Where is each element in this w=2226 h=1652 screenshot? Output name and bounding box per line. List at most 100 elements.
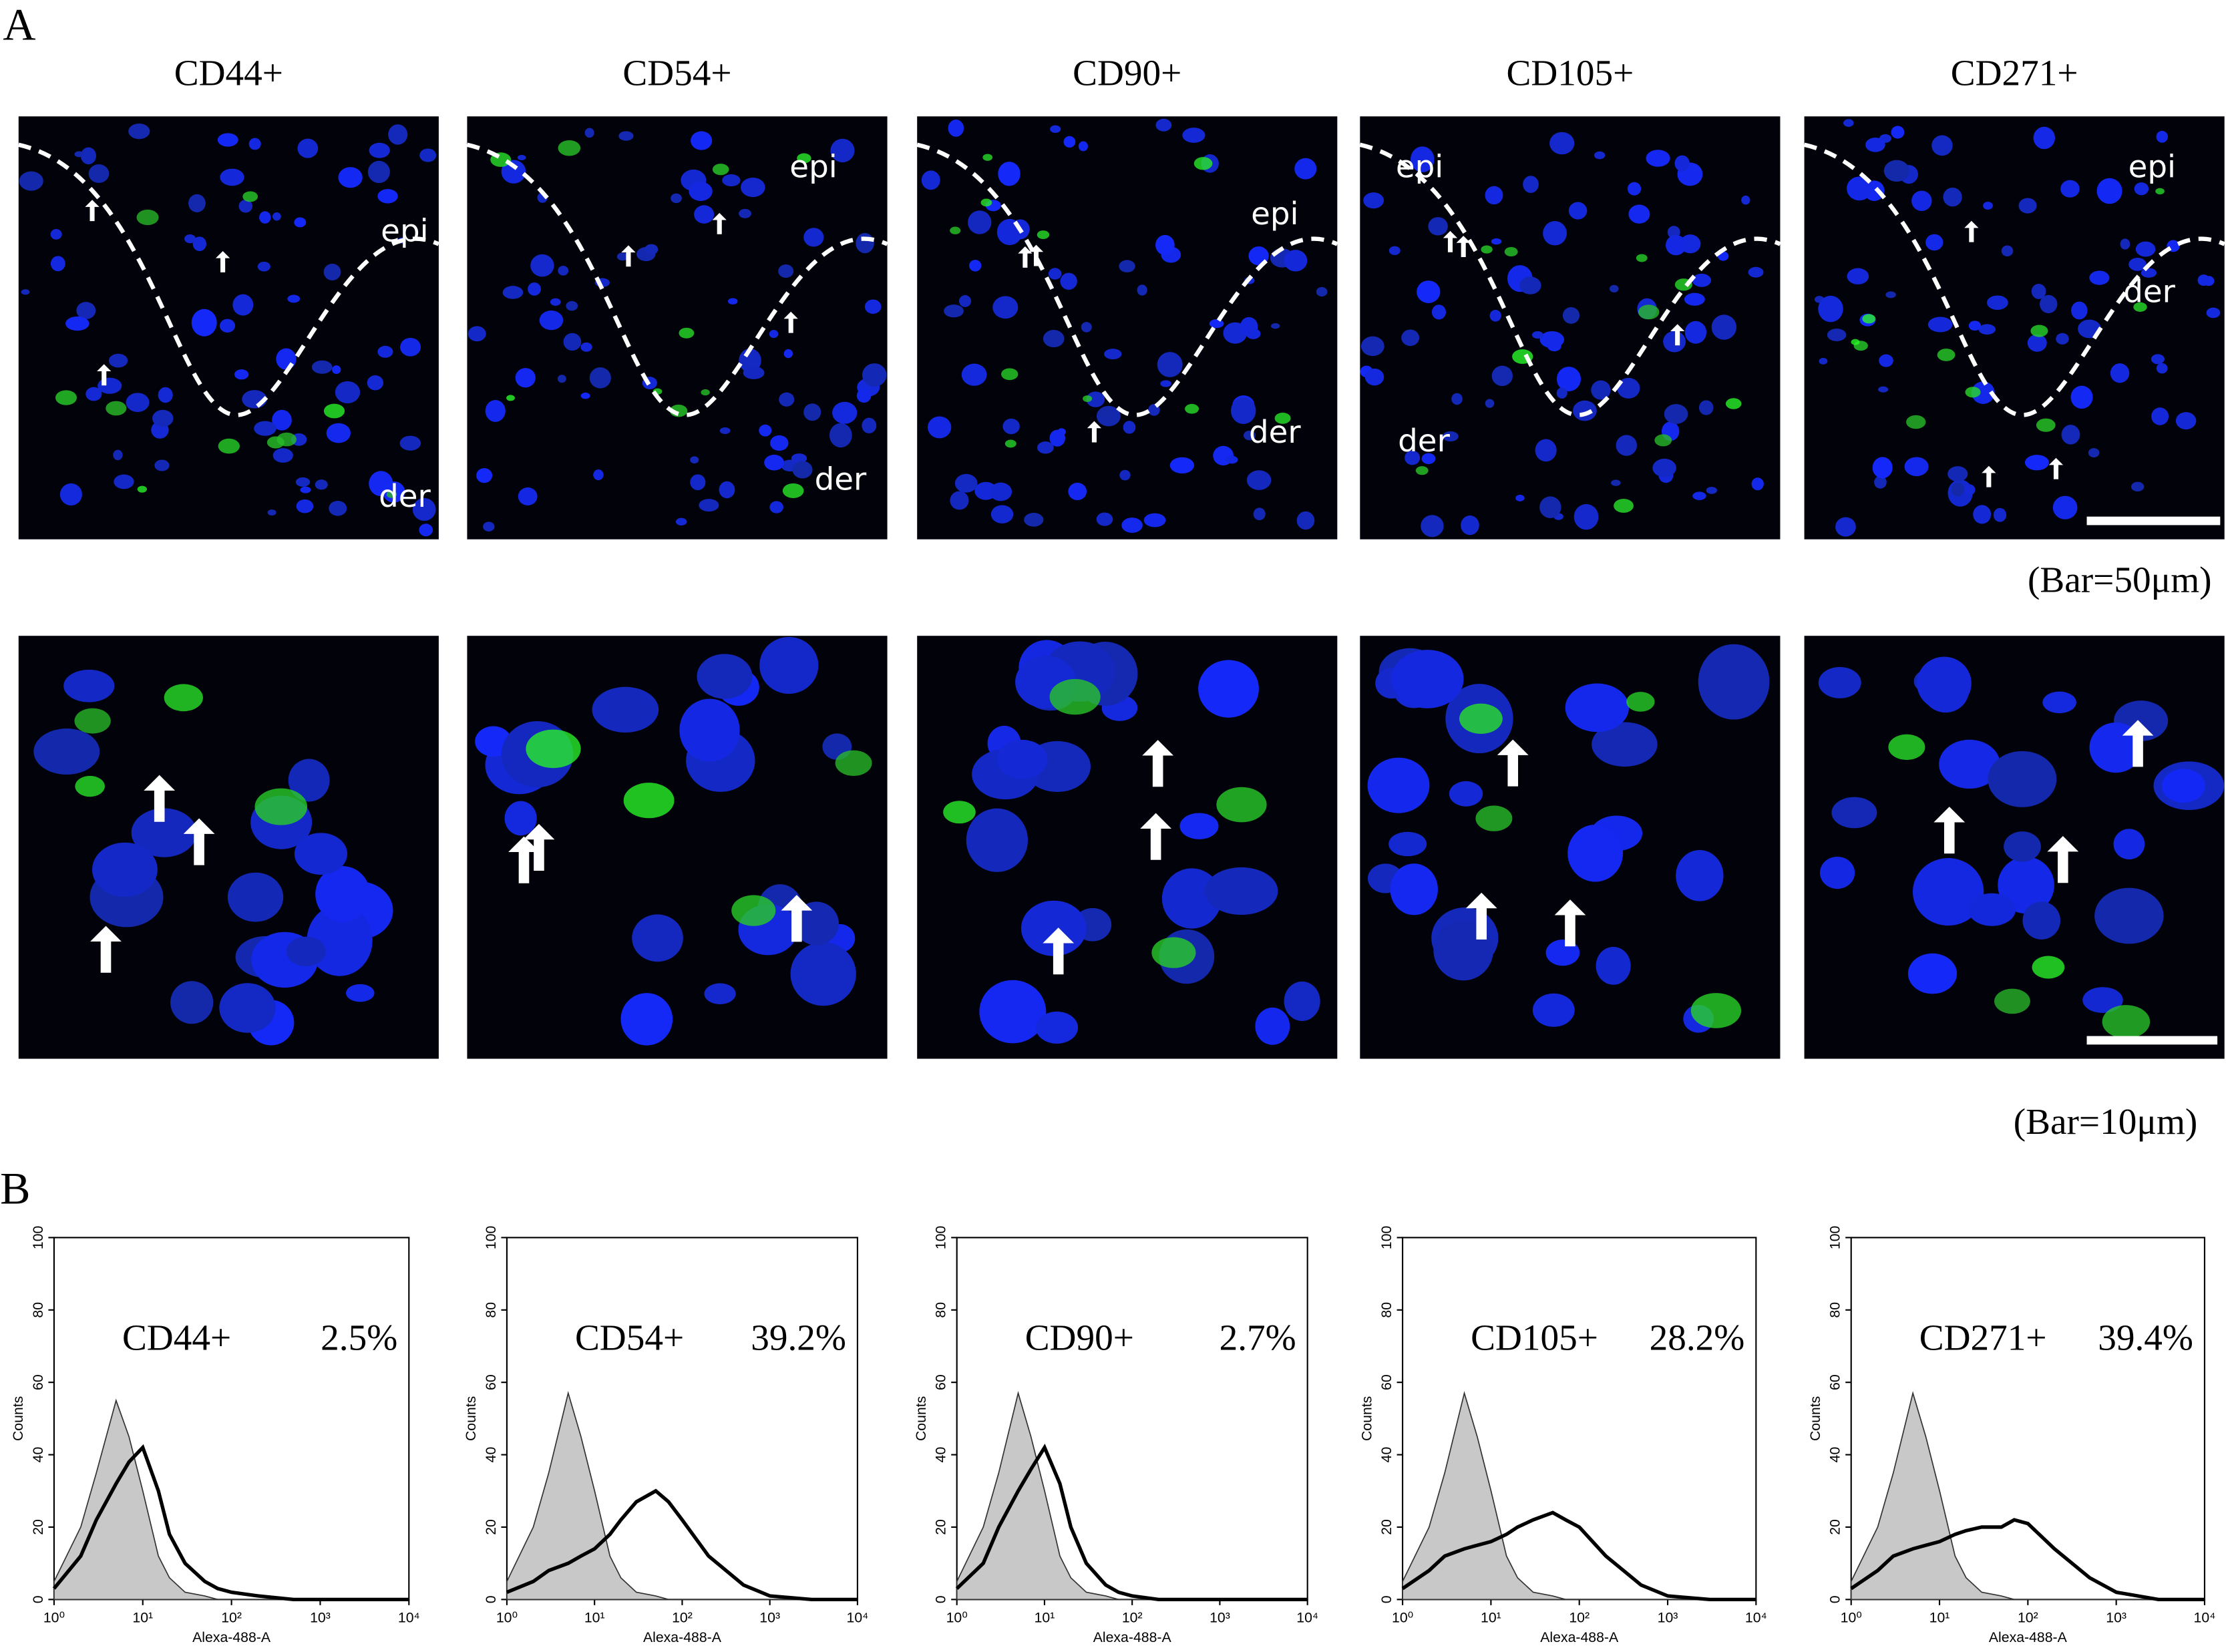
- y-tick-label: 80: [933, 1302, 949, 1318]
- nucleus: [88, 164, 110, 183]
- x-tick-label: 10¹: [1481, 1609, 1501, 1625]
- column-title: CD54+: [622, 53, 731, 93]
- nucleus: [793, 901, 839, 946]
- nucleus: [234, 369, 249, 380]
- green-signal: [782, 483, 804, 499]
- nucleus: [485, 399, 506, 422]
- green-signal: [1475, 805, 1513, 831]
- nucleus: [1519, 276, 1541, 294]
- image-bg: [1360, 116, 1781, 540]
- nucleus: [764, 454, 785, 471]
- nucleus: [2018, 198, 2037, 214]
- y-tick-label: 100: [1827, 1226, 1843, 1249]
- x-tick-label: 10²: [672, 1609, 693, 1625]
- arrow: [1018, 246, 1033, 268]
- nucleus: [1428, 217, 1448, 236]
- nucleus: [1155, 234, 1175, 255]
- y-tick-label: 80: [1827, 1302, 1843, 1318]
- nucleus: [331, 365, 341, 375]
- region-label: epi: [381, 213, 428, 249]
- nucleus: [792, 461, 813, 479]
- nucleus: [1491, 238, 1502, 245]
- micrograph: [18, 116, 440, 540]
- green-signal: [75, 775, 105, 797]
- nucleus: [1993, 507, 2007, 522]
- nucleus: [689, 182, 713, 201]
- nucleus: [1947, 466, 1968, 482]
- nucleus: [950, 491, 969, 510]
- x-tick-label: 10⁴: [1745, 1609, 1767, 1625]
- arrow: [2048, 457, 2064, 479]
- region-label: der: [379, 479, 431, 515]
- nucleus: [1169, 457, 1195, 474]
- nucleus: [563, 333, 582, 351]
- nucleus: [1904, 457, 1929, 477]
- nucleus: [1835, 517, 1856, 537]
- green-signal: [526, 729, 581, 769]
- nucleus: [2033, 126, 2056, 150]
- nucleus: [1367, 757, 1430, 813]
- x-tick-label: 10³: [759, 1609, 780, 1625]
- nucleus: [1284, 981, 1320, 1021]
- x-tick-label: 10⁴: [2194, 1609, 2216, 1625]
- nucleus: [286, 936, 326, 967]
- nucleus: [727, 298, 738, 304]
- nucleus: [2056, 333, 2069, 345]
- scale-caption: (Bar=10μm): [2014, 1101, 2198, 1142]
- x-tick-label: 10⁰: [43, 1609, 65, 1625]
- nucleus: [1086, 391, 1105, 407]
- nucleus: [1698, 644, 1770, 720]
- nucleus: [1119, 260, 1135, 272]
- nucleus: [1628, 204, 1650, 224]
- nucleus: [1098, 407, 1112, 418]
- nucleus: [530, 254, 554, 277]
- nucleus: [257, 261, 270, 272]
- nucleus: [1485, 399, 1495, 408]
- nucleus: [2001, 245, 2014, 256]
- nucleus: [1421, 453, 1436, 465]
- nucleus: [694, 205, 715, 224]
- nucleus: [220, 168, 244, 186]
- nucleus: [92, 842, 158, 897]
- nucleus: [1939, 739, 2000, 789]
- green-signal: [1888, 734, 1925, 761]
- nucleus: [558, 266, 569, 276]
- nucleus: [1043, 329, 1065, 348]
- nucleus: [2052, 495, 2078, 520]
- region-label: der: [815, 461, 867, 497]
- green-signal: [276, 432, 297, 447]
- nucleus: [2156, 363, 2168, 374]
- green-signal: [1906, 415, 1926, 429]
- green-signal: [1083, 395, 1093, 402]
- green-signal: [1937, 349, 1956, 361]
- nucleus: [783, 349, 793, 359]
- nucleus: [1388, 831, 1427, 857]
- nucleus: [1664, 404, 1688, 424]
- nucleus: [1431, 304, 1447, 320]
- nucleus: [276, 348, 297, 370]
- nucleus: [1485, 186, 1503, 205]
- nucleus: [1891, 126, 1905, 139]
- arrow: [1497, 739, 1529, 787]
- y-axis-label: Counts: [10, 1396, 26, 1441]
- green-signal: [982, 154, 993, 161]
- nucleus: [1751, 477, 1764, 491]
- arrow: [1964, 220, 1979, 242]
- y-tick-label: 60: [933, 1374, 949, 1390]
- isotype-area: [956, 1391, 1308, 1601]
- green-signal: [1415, 466, 1429, 475]
- x-tick-label: 10⁴: [398, 1609, 420, 1625]
- nucleus: [2027, 334, 2047, 352]
- green-signal: [1725, 398, 1742, 409]
- arrow: [97, 364, 112, 386]
- nucleus: [1971, 381, 1995, 404]
- micrograph: [916, 116, 1338, 540]
- arrow: [1982, 465, 1996, 487]
- nucleus: [501, 160, 526, 184]
- nucleus: [2128, 258, 2147, 271]
- nucleus: [557, 375, 566, 383]
- nucleus: [1157, 352, 1183, 377]
- green-signal: [1459, 703, 1503, 734]
- nucleus: [1988, 751, 2057, 807]
- nucleus: [1104, 349, 1122, 360]
